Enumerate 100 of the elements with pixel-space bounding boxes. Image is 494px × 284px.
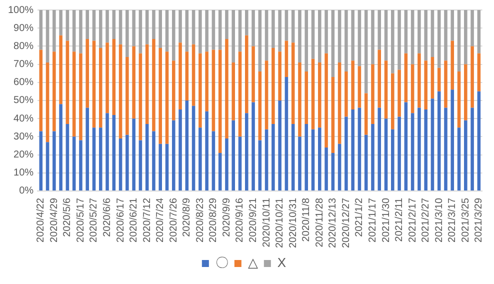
legend-label: X — [277, 255, 286, 270]
bar — [218, 50, 222, 153]
bar — [291, 42, 295, 124]
x-tick-label: 2020/4/22 — [36, 198, 47, 242]
bar — [344, 72, 348, 117]
bar — [66, 10, 70, 41]
x-tick-label: 2020/6/21 — [128, 198, 140, 242]
bar — [198, 53, 202, 128]
bar — [185, 52, 189, 100]
y-tick-label: 40% — [14, 113, 34, 124]
bar — [264, 10, 268, 61]
x-tick-label: 2020/8/23 — [194, 198, 206, 242]
bar — [72, 10, 76, 52]
bar — [418, 53, 421, 108]
bar — [132, 46, 136, 119]
bar — [92, 10, 96, 41]
bar — [205, 10, 208, 52]
x-tick-label: 2020/10/21 — [274, 198, 286, 248]
bar — [371, 64, 374, 124]
bar — [232, 10, 236, 62]
bar — [278, 100, 282, 190]
bar — [92, 128, 96, 190]
bar — [39, 50, 43, 132]
bar — [172, 60, 176, 120]
bar — [464, 120, 468, 190]
bar — [371, 10, 374, 64]
x-tick-label: 2020/9/9 — [221, 198, 232, 237]
bar — [304, 72, 308, 124]
y-tick-label: 10% — [14, 168, 34, 179]
bar — [418, 108, 421, 190]
bar — [225, 138, 228, 190]
x-tick-label: 2021/1/17 — [367, 198, 378, 242]
bar — [318, 62, 322, 128]
bar — [410, 10, 414, 64]
bar — [404, 102, 408, 190]
bar — [112, 38, 116, 115]
bar — [391, 129, 394, 190]
bar — [378, 108, 382, 190]
bar — [138, 10, 142, 54]
x-tick-label: 2020/7/24 — [155, 198, 166, 242]
bar — [112, 10, 116, 39]
x-tick-label: 2020/10/11 — [261, 198, 272, 248]
x-tick-label: 2020/6/17 — [115, 198, 126, 242]
bar — [304, 10, 308, 72]
x-tick-label: 2021/2/17 — [407, 198, 418, 242]
bar — [311, 58, 315, 130]
bar — [52, 52, 56, 132]
bar — [52, 131, 56, 190]
bar — [358, 10, 362, 66]
bar — [344, 10, 348, 72]
bar — [424, 60, 428, 110]
x-tick-label: 2020/4/29 — [48, 198, 60, 242]
y-tick-label: 100% — [8, 4, 34, 16]
x-tick-label: 2020/11/28 — [314, 198, 326, 248]
bar — [384, 60, 388, 119]
bar — [126, 57, 129, 135]
bar — [198, 128, 202, 190]
bar — [444, 108, 448, 190]
bar — [98, 48, 102, 128]
bar — [218, 10, 222, 50]
bar — [152, 10, 156, 39]
bar — [178, 110, 182, 190]
bar — [238, 52, 242, 137]
bar — [178, 42, 182, 110]
bar — [284, 40, 288, 77]
bar — [424, 110, 428, 190]
x-tick-label: 2021/3/25 — [460, 198, 472, 242]
y-tick-label: 70% — [14, 59, 34, 70]
bar — [457, 128, 461, 190]
x-tick-label: 2020/7/12 — [142, 198, 153, 242]
x-tick-label: 2020/12/27 — [340, 198, 352, 248]
bar — [252, 46, 255, 102]
bar — [86, 38, 89, 108]
bar — [457, 10, 461, 72]
bar — [218, 152, 222, 190]
bar — [86, 10, 89, 39]
bar — [298, 62, 302, 137]
bar — [46, 10, 50, 62]
y-tick-label: 20% — [14, 150, 34, 161]
bar — [450, 90, 454, 190]
bar — [437, 68, 441, 92]
bar — [72, 136, 76, 190]
bar — [450, 10, 454, 41]
bar — [244, 35, 248, 114]
bar — [470, 46, 474, 108]
x-tick-label: 2020/5/27 — [88, 198, 100, 242]
bar — [46, 142, 50, 190]
bar — [185, 10, 189, 52]
bar — [232, 62, 236, 120]
bar — [364, 134, 368, 190]
legend-label: △ — [248, 255, 258, 270]
bar — [430, 98, 434, 190]
bar — [291, 124, 295, 190]
bar — [72, 52, 76, 137]
bar — [212, 10, 216, 50]
bar — [79, 140, 82, 190]
bar — [192, 106, 196, 190]
bar — [86, 108, 89, 190]
bar — [272, 48, 275, 124]
bar — [238, 10, 242, 52]
